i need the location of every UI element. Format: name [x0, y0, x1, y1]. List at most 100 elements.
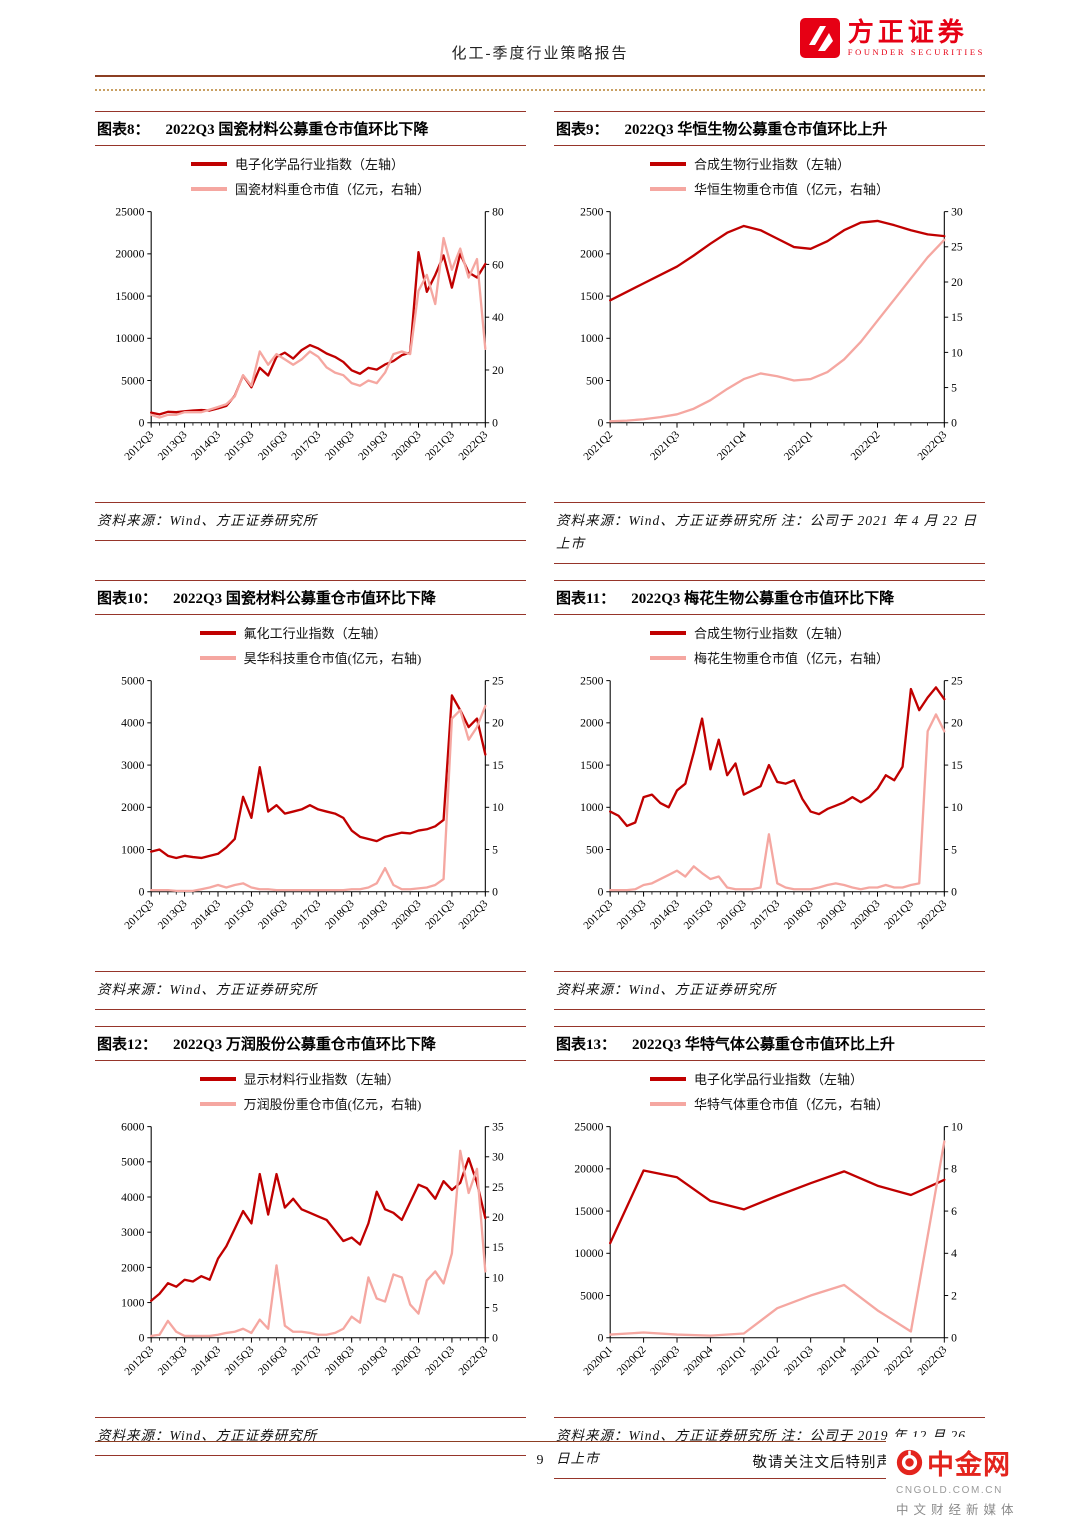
svg-text:25: 25: [492, 1181, 504, 1194]
svg-text:2022Q3: 2022Q3: [915, 898, 949, 932]
svg-text:2015Q3: 2015Q3: [223, 1344, 257, 1378]
svg-text:2020Q1: 2020Q1: [581, 1344, 615, 1378]
divider: [95, 111, 526, 112]
svg-text:2014Q3: 2014Q3: [189, 1344, 223, 1378]
svg-text:2021Q3: 2021Q3: [648, 429, 682, 463]
cngold-watermark: 中金网 CNGOLD.COM.CN 中文财经新媒体: [886, 1437, 1078, 1526]
svg-text:15: 15: [951, 311, 963, 324]
svg-text:2016Q3: 2016Q3: [256, 1344, 290, 1378]
svg-text:2021Q2: 2021Q2: [748, 1344, 782, 1378]
watermark-domain: CNGOLD.COM.CN: [896, 1485, 1003, 1496]
legend-label: 合成生物行业指数（左轴）: [693, 626, 850, 642]
svg-text:5000: 5000: [121, 1156, 144, 1169]
svg-text:2017Q3: 2017Q3: [289, 1344, 323, 1378]
legend-label: 氟化工行业指数（左轴）: [243, 626, 387, 642]
figure-label: 图表8：: [97, 122, 150, 138]
brand-logo: 方正证券 FOUNDER SECURITIES: [799, 18, 985, 58]
figure-source: 资料来源：Wind、方正证券研究所: [97, 513, 318, 529]
svg-text:0: 0: [139, 886, 145, 899]
figure-title-text: 2022Q3 华特气体公募重仓市值环比上升: [632, 1037, 895, 1054]
legend-swatch: [190, 186, 227, 191]
figure-title-text: 2022Q3 梅花生物公募重仓市值环比下降: [631, 591, 895, 608]
report-type-title: 化工-季度行业策略报告: [451, 46, 629, 62]
svg-text:20: 20: [492, 364, 504, 377]
legend-label: 国瓷材料重仓市值（亿元，右轴）: [234, 182, 430, 197]
divider: [554, 1478, 985, 1480]
svg-text:5: 5: [492, 843, 498, 856]
svg-text:15000: 15000: [574, 1205, 603, 1218]
divider: [95, 1455, 526, 1457]
figure-title-text: 2022Q3 国瓷材料公募重仓市值环比下降: [173, 591, 436, 608]
legend-swatch: [649, 1101, 686, 1106]
divider: [95, 1417, 526, 1419]
legend-swatch: [649, 655, 686, 660]
svg-text:2018Q3: 2018Q3: [323, 429, 357, 463]
legend-label: 梅花生物重仓市值（亿元，右轴）: [693, 651, 889, 667]
svg-text:2013Q3: 2013Q3: [156, 1344, 190, 1378]
svg-text:2022Q1: 2022Q1: [849, 1344, 883, 1378]
figure-8: 图表8： 2022Q3 国瓷材料公募重仓市值环比下降 电子化学品行业指数（左轴）…: [95, 111, 526, 564]
svg-text:0: 0: [492, 886, 498, 899]
svg-text:2021Q4: 2021Q4: [715, 429, 749, 463]
svg-text:0: 0: [951, 886, 957, 899]
svg-text:2000: 2000: [121, 1261, 144, 1274]
svg-text:20: 20: [492, 717, 504, 730]
legend-swatch: [199, 1101, 236, 1106]
svg-text:3000: 3000: [121, 1226, 144, 1239]
chart-legend: 电子化学品行业指数（左轴） 国瓷材料重仓市值（亿元，右轴）: [190, 154, 430, 198]
legend-item: 氟化工行业指数（左轴）: [199, 623, 387, 642]
svg-text:2020Q3: 2020Q3: [390, 1344, 424, 1378]
figure-9: 图表9： 2022Q3 华恒生物公募重仓市值环比上升 合成生物行业指数（左轴） …: [554, 111, 985, 565]
svg-text:2022Q3: 2022Q3: [456, 429, 490, 463]
svg-text:0: 0: [139, 417, 145, 430]
svg-text:2021Q4: 2021Q4: [815, 1344, 849, 1378]
watermark-brand-name: 中金网: [927, 1450, 1011, 1480]
figure-title-text: 2022Q3 万润股份公募重仓市值环比下降: [173, 1037, 436, 1054]
footer-divider: [95, 1441, 985, 1442]
svg-text:2013Q3: 2013Q3: [615, 898, 649, 932]
header-dotted-divider: [95, 89, 985, 91]
svg-text:30: 30: [951, 205, 963, 218]
svg-text:25: 25: [951, 241, 963, 254]
svg-text:2019Q3: 2019Q3: [356, 429, 390, 463]
svg-text:0: 0: [598, 886, 604, 899]
svg-text:2013Q3: 2013Q3: [156, 429, 190, 463]
legend-item: 华恒生物重仓市值（亿元，右轴）: [649, 179, 889, 198]
legend-label: 万润股份重仓市值(亿元，右轴): [243, 1097, 422, 1113]
divider: [95, 580, 526, 582]
svg-text:1000: 1000: [580, 801, 603, 814]
legend-swatch: [649, 186, 686, 191]
legend-item: 华特气体重仓市值（亿元，右轴）: [649, 1094, 889, 1113]
svg-text:2012Q3: 2012Q3: [581, 898, 615, 932]
svg-text:2016Q3: 2016Q3: [715, 898, 749, 932]
svg-text:2500: 2500: [580, 675, 603, 688]
svg-text:2000: 2000: [580, 717, 603, 730]
svg-text:2016Q3: 2016Q3: [256, 898, 290, 932]
svg-text:6: 6: [951, 1205, 957, 1218]
svg-text:4000: 4000: [121, 717, 144, 730]
legend-swatch: [649, 1076, 686, 1081]
svg-text:2022Q1: 2022Q1: [782, 429, 816, 463]
svg-text:2018Q3: 2018Q3: [323, 1344, 357, 1378]
svg-text:2021Q1: 2021Q1: [715, 1344, 749, 1378]
divider: [554, 1009, 985, 1011]
svg-text:2022Q3: 2022Q3: [456, 898, 490, 932]
svg-text:2020Q3: 2020Q3: [390, 429, 424, 463]
svg-text:2000: 2000: [580, 248, 603, 261]
divider: [95, 1060, 526, 1062]
figure-title: 图表13： 2022Q3 华特气体公募重仓市值环比上升: [554, 1027, 985, 1060]
header-divider: [95, 75, 985, 77]
svg-text:5: 5: [492, 1302, 498, 1315]
divider: [95, 614, 526, 616]
svg-text:2500: 2500: [580, 205, 603, 218]
figures-grid: 图表8： 2022Q3 国瓷材料公募重仓市值环比下降 电子化学品行业指数（左轴）…: [95, 111, 985, 1480]
founder-securities-logo-icon: [799, 18, 840, 58]
legend-label: 电子化学品行业指数（左轴）: [234, 157, 404, 172]
legend-item: 合成生物行业指数（左轴）: [649, 154, 850, 173]
figure-11: 图表11： 2022Q3 梅花生物公募重仓市值环比下降 合成生物行业指数（左轴）…: [554, 580, 985, 1011]
svg-text:2012Q3: 2012Q3: [122, 429, 156, 463]
svg-text:2013Q3: 2013Q3: [156, 898, 190, 932]
figure-title: 图表8： 2022Q3 国瓷材料公募重仓市值环比下降: [95, 112, 526, 145]
